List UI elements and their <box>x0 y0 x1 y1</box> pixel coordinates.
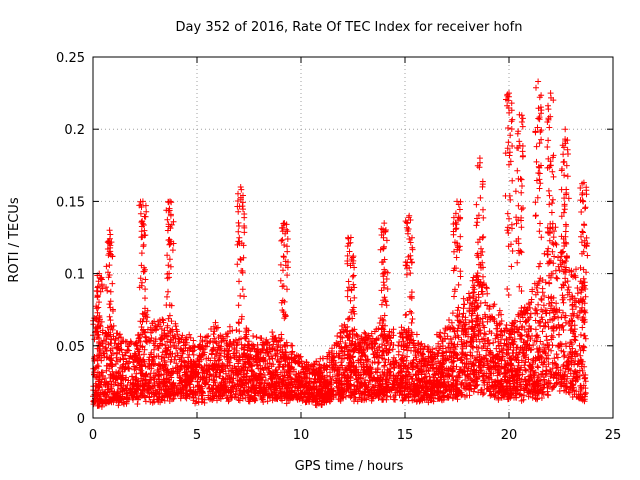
plot-frame <box>92 56 614 419</box>
y-tick-label: 0.15 <box>56 195 85 210</box>
x-tick-label: 0 <box>89 428 97 443</box>
x-tick-label: 20 <box>501 428 518 443</box>
axis-ticks <box>92 56 614 419</box>
y-tick-label: 0.05 <box>56 340 85 355</box>
chart-title: Day 352 of 2016, Rate Of TEC Index for r… <box>176 20 523 35</box>
x-tick-label: 5 <box>193 428 201 443</box>
data-points <box>90 78 591 410</box>
x-tick-label: 10 <box>293 428 310 443</box>
x-tick-label: 25 <box>605 428 622 443</box>
scatter-point-markers <box>90 78 591 410</box>
y-tick-label: 0.1 <box>64 268 85 283</box>
y-tick-label: 0 <box>77 412 85 427</box>
y-tick-label: 0.25 <box>56 51 85 66</box>
y-tick-label: 0.2 <box>64 123 85 138</box>
y-axis-label: ROTI / TECUs <box>7 197 22 282</box>
x-axis-label: GPS time / hours <box>295 459 404 474</box>
x-tick-label: 15 <box>397 428 414 443</box>
